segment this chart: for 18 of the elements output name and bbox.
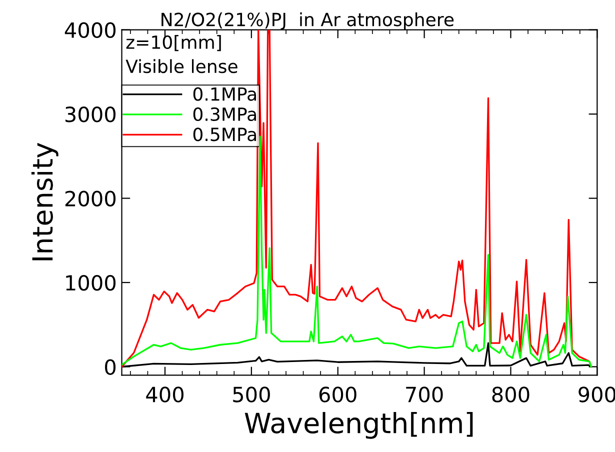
annotation: Visible lense — [126, 59, 238, 74]
x-tick-label: 600 — [319, 386, 356, 402]
y-tick-label: 2000 — [65, 190, 116, 206]
x-tick-label: 400 — [146, 386, 184, 402]
legend-label: 0.1MPa — [193, 87, 256, 101]
y-tick-label: 3000 — [65, 106, 116, 122]
x-tick-label: 500 — [233, 386, 270, 402]
x-axis-title: Wavelength[nm] — [244, 412, 473, 439]
chart-title: N2/O2(21%)PJ in Ar atmosphere — [162, 12, 454, 30]
y-tick-label: 0 — [105, 359, 116, 375]
legend-label: 0.3MPa — [193, 107, 256, 122]
annotation: z=10[mm] — [126, 35, 221, 52]
x-tick-label: 800 — [492, 386, 530, 402]
legend-label: 0.5MPa — [193, 128, 256, 142]
x-tick-label: 700 — [406, 386, 443, 402]
y-tick-label: 1000 — [66, 274, 116, 291]
y-tick-label: 4000 — [64, 22, 116, 38]
y-axis-title: Intensity — [31, 142, 58, 260]
